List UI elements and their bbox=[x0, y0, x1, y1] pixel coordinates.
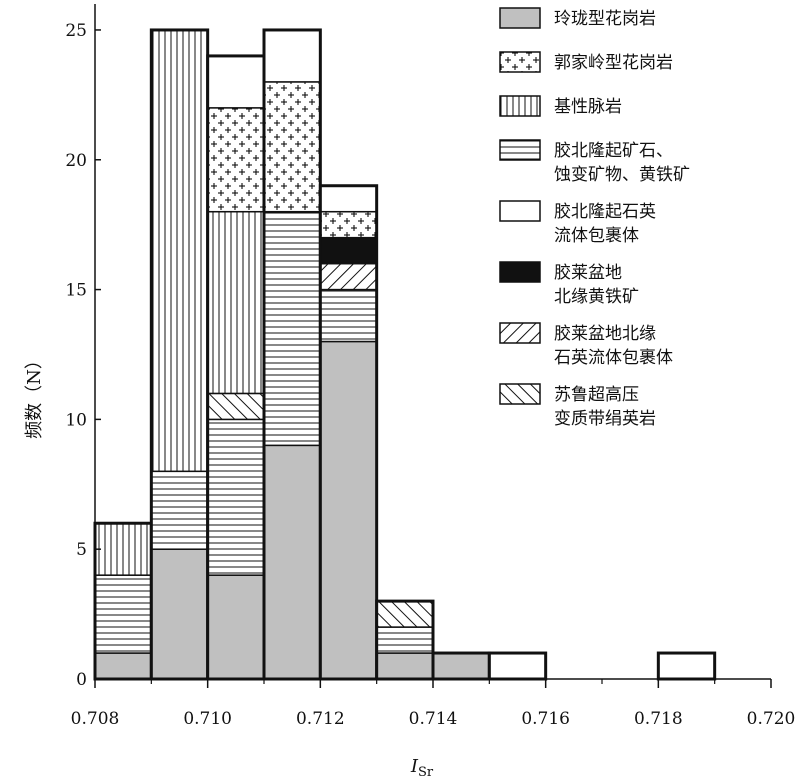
y-tick-label-3: 15 bbox=[65, 281, 87, 301]
bar-segment-bin5-series3 bbox=[375, 600, 434, 628]
x-axis-title-subscript: Sr bbox=[418, 765, 434, 780]
legend-label-4-0: 胶北隆起石英 bbox=[554, 202, 656, 222]
legend-label-7-1: 变质带绢英岩 bbox=[554, 409, 656, 429]
legend-swatch-7 bbox=[499, 383, 541, 405]
bar-segment-bin4-series4 bbox=[319, 236, 378, 265]
bar-segment-bin5-series0 bbox=[375, 652, 434, 680]
bar-segment-bin3-series1 bbox=[263, 210, 322, 447]
legend: 玲珑型花岗岩郭家岭型花岗岩基性脉岩胶北隆起矿石、蚀变矿物、黄铁矿胶北隆起石英流体… bbox=[499, 7, 690, 429]
legend-label-1-0: 郭家岭型花岗岩 bbox=[554, 53, 673, 73]
bar-segment-bin2-series6 bbox=[206, 107, 265, 213]
x-tick-label-5: 0.718 bbox=[634, 709, 683, 729]
bar-segment-bin0-series0 bbox=[94, 652, 153, 680]
legend-swatch-0 bbox=[499, 7, 541, 29]
legend-swatch-6 bbox=[499, 322, 541, 344]
legend-label-2-0: 基性脉岩 bbox=[554, 97, 622, 117]
bar-segment-bin4-series2 bbox=[319, 262, 378, 291]
x-tick-label-4: 0.716 bbox=[521, 709, 570, 729]
bar-segment-bin1-series5 bbox=[150, 29, 209, 473]
y-tick-label-5: 25 bbox=[65, 21, 87, 41]
bar-segment-bin10-series7 bbox=[657, 652, 716, 680]
bar-segment-bin4-series7 bbox=[319, 184, 378, 213]
legend-label-6-0: 胶莱盆地北缘 bbox=[554, 324, 656, 344]
bar-segment-bin2-series1 bbox=[206, 418, 265, 576]
bar-segment-bin3-series6 bbox=[263, 81, 322, 213]
bar-segment-bin0-series1 bbox=[94, 574, 153, 654]
legend-swatch-4 bbox=[499, 200, 541, 222]
x-tick-label-1: 0.710 bbox=[183, 709, 232, 729]
bar-segment-bin3-series0 bbox=[263, 444, 322, 680]
bar-segment-bin4-series6 bbox=[319, 210, 378, 239]
x-axis-title-main: I bbox=[410, 756, 419, 777]
bar-segment-bin2-series3 bbox=[206, 392, 265, 421]
bar-segment-bin6-series0 bbox=[432, 652, 491, 680]
y-axis-title: 频数（N） bbox=[24, 351, 45, 439]
axes-layer: 0 5 10 15 20 25 0.708 0.710 0.712 0.714 0.716 0.718… bbox=[65, 4, 795, 729]
legend-swatch-1 bbox=[499, 51, 541, 73]
bar-segment-bin2-series7 bbox=[206, 55, 265, 109]
x-tick-label-0: 0.708 bbox=[71, 709, 120, 729]
legend-swatch-3 bbox=[499, 139, 541, 161]
x-tick-label-6: 0.720 bbox=[747, 709, 796, 729]
x-tick-label-3: 0.714 bbox=[409, 709, 458, 729]
y-tick-label-0: 0 bbox=[76, 670, 87, 690]
legend-label-6-1: 石英流体包裹体 bbox=[554, 348, 673, 368]
bar-segment-bin2-series0 bbox=[206, 574, 265, 680]
y-tick-label-2: 10 bbox=[65, 410, 87, 430]
legend-label-3-0: 胶北隆起矿石、 bbox=[554, 141, 673, 161]
bar-segment-bin4-series1 bbox=[319, 288, 378, 343]
x-axis-title: ISr bbox=[410, 756, 434, 780]
legend-label-5-1: 北缘黄铁矿 bbox=[554, 287, 639, 307]
bar-segment-bin5-series1 bbox=[375, 626, 434, 654]
legend-swatch-5 bbox=[499, 261, 541, 283]
bar-segment-bin3-series7 bbox=[263, 29, 322, 83]
y-tick-label-1: 5 bbox=[76, 540, 87, 560]
y-tick-label-4: 20 bbox=[65, 151, 87, 171]
legend-label-4-1: 流体包裹体 bbox=[554, 226, 639, 246]
legend-label-7-0: 苏鲁超高压 bbox=[554, 385, 639, 405]
x-tick-label-2: 0.712 bbox=[296, 709, 345, 729]
legend-swatch-2 bbox=[499, 95, 541, 117]
bar-segment-bin0-series5 bbox=[94, 522, 153, 576]
bar-segment-bin4-series0 bbox=[319, 340, 378, 680]
bar-segment-bin1-series0 bbox=[150, 548, 209, 680]
bar-segment-bin2-series5 bbox=[206, 210, 265, 395]
bar-segment-bin1-series1 bbox=[150, 470, 209, 550]
legend-label-0-0: 玲珑型花岗岩 bbox=[554, 9, 656, 29]
bar-segment-bin7-series7 bbox=[488, 652, 547, 680]
legend-label-5-0: 胶莱盆地 bbox=[554, 263, 622, 283]
legend-label-3-1: 蚀变矿物、黄铁矿 bbox=[554, 165, 690, 185]
